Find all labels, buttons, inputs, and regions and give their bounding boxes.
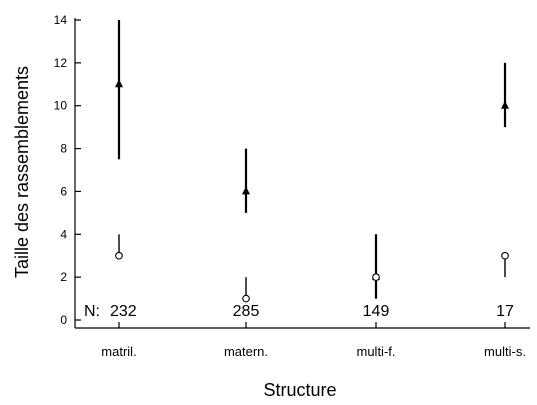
data-point-triangle bbox=[115, 79, 123, 88]
x-tick-label: multi-f. bbox=[357, 344, 396, 359]
data-point-circle bbox=[372, 273, 380, 281]
x-tick-label: matril. bbox=[101, 344, 136, 359]
n-count-label: 285 bbox=[233, 303, 260, 320]
y-tick-label: 10 bbox=[54, 99, 68, 113]
y-axis-title: Taille des rassemblements bbox=[12, 66, 32, 278]
n-prefix-label: N: bbox=[84, 303, 100, 320]
n-count-label: 232 bbox=[110, 303, 137, 320]
y-tick-label: 8 bbox=[60, 142, 67, 156]
y-tick-label: 14 bbox=[54, 13, 68, 27]
n-count-label: 17 bbox=[496, 303, 514, 320]
series-layer bbox=[115, 20, 509, 303]
x-tick-label: matern. bbox=[224, 344, 268, 359]
x-axis-title: Structure bbox=[263, 380, 336, 400]
y-tick-label: 2 bbox=[60, 270, 67, 284]
y-tick-label: 0 bbox=[60, 313, 67, 327]
x-tick-label: multi-s. bbox=[484, 344, 526, 359]
n-count-label: 149 bbox=[363, 303, 390, 320]
y-tick-label: 4 bbox=[60, 227, 67, 241]
data-point-circle bbox=[115, 251, 123, 260]
data-point-triangle bbox=[242, 186, 250, 195]
data-point-circle bbox=[501, 251, 509, 260]
data-point-triangle bbox=[501, 100, 509, 109]
y-tick-label: 12 bbox=[54, 56, 68, 70]
y-axis-ticks: 0 2 4 6 8 10 12 14 bbox=[54, 13, 81, 327]
x-axis-ticks: matril. matern. multi-f. multi-s. bbox=[101, 322, 526, 359]
data-point-circle bbox=[242, 294, 250, 303]
n-labels: N: 232 285 149 17 bbox=[84, 303, 514, 320]
y-tick-label: 6 bbox=[60, 184, 67, 198]
